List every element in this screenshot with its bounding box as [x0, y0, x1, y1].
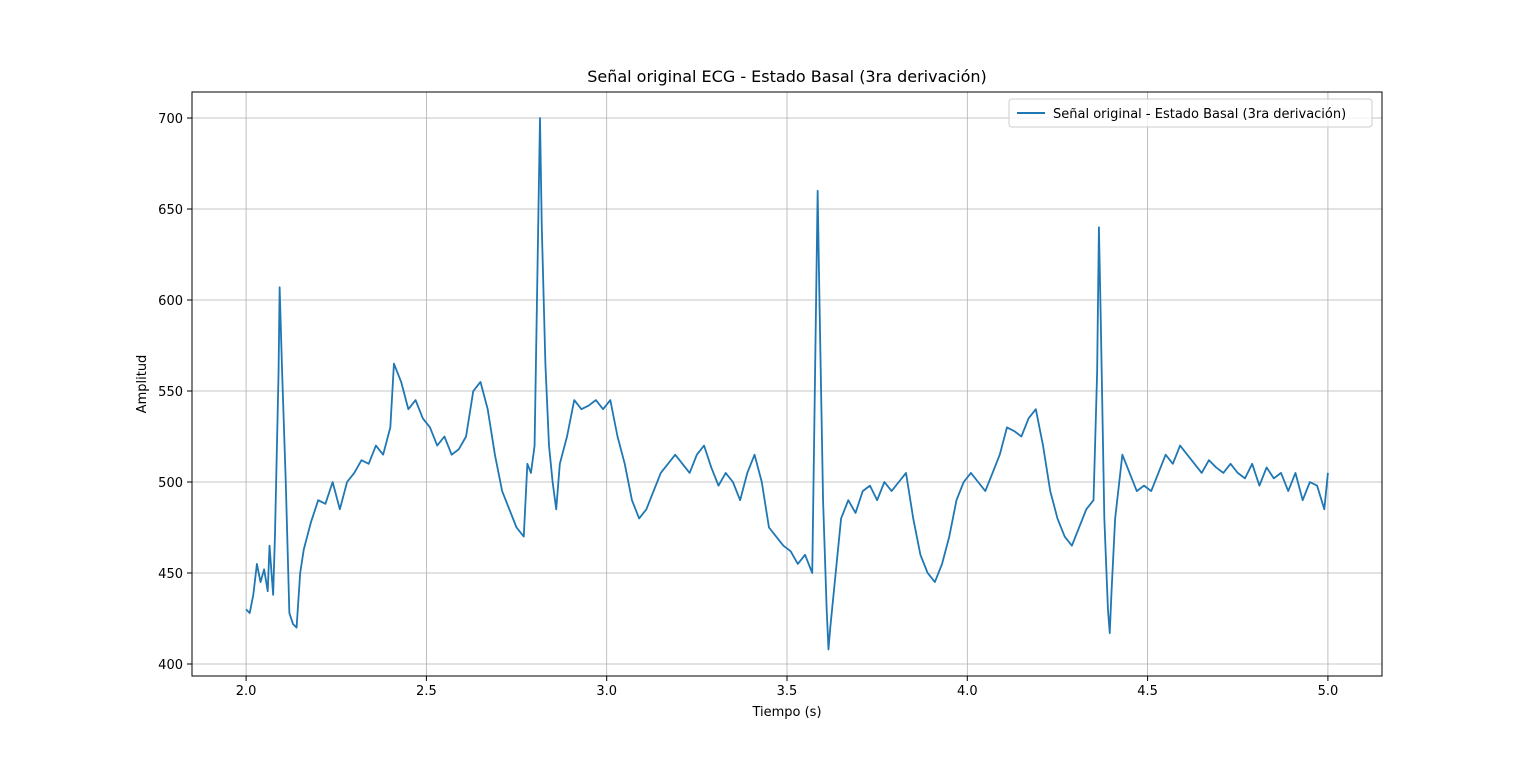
plot-frame	[191, 91, 1383, 677]
x-tick-label: 2.5	[416, 684, 437, 699]
legend-label: Señal original - Estado Basal (3ra deriv…	[1053, 107, 1346, 122]
legend-box	[1008, 98, 1373, 128]
y-tick-label: 700	[158, 112, 183, 127]
x-tick-label: 2.0	[236, 684, 257, 699]
x-tick-label: 5.0	[1318, 684, 1339, 699]
x-tick-label: 3.5	[777, 684, 798, 699]
y-tick-label: 550	[158, 385, 183, 400]
x-tick-label: 4.5	[1137, 684, 1158, 699]
y-tick-label: 400	[158, 658, 183, 673]
y-tick-label: 500	[158, 476, 183, 491]
x-tick-label: 3.0	[596, 684, 617, 699]
x-tick-label: 4.0	[957, 684, 978, 699]
y-axis-label: Amplitud	[135, 355, 150, 414]
chart-title: Señal original ECG - Estado Basal (3ra d…	[587, 67, 987, 86]
y-tick-label: 650	[158, 203, 183, 218]
y-tick-label: 600	[158, 294, 183, 309]
line-series	[245, 117, 1329, 651]
y-tick-label: 450	[158, 567, 183, 582]
x-axis-label: Tiempo (s)	[751, 705, 821, 720]
